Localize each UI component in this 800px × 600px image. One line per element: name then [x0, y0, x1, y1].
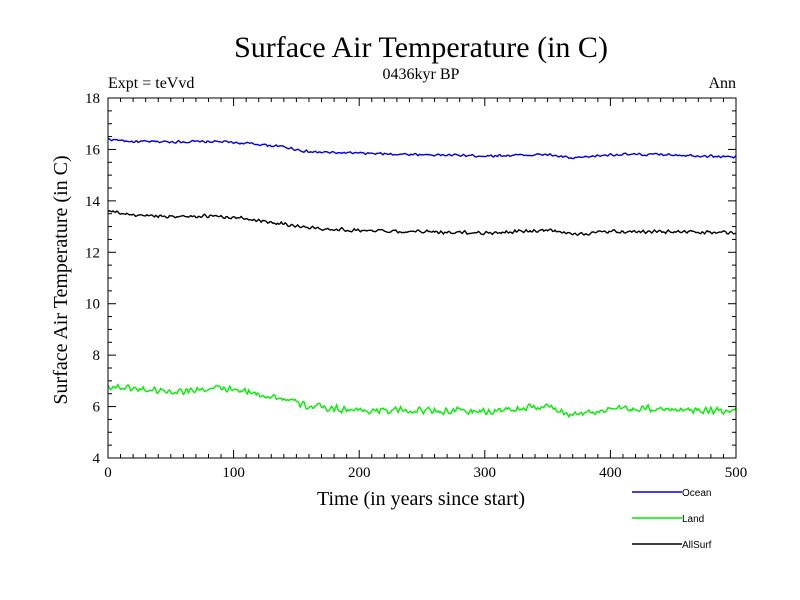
experiment-label: Expt = teVvd — [108, 75, 194, 92]
x-tick-label: 300 — [474, 465, 497, 481]
axis-ticks: 0 100 200 300 400 500 4 6 8 10 12 14 16 18 — [85, 91, 747, 481]
y-tick-label: 4 — [93, 451, 101, 467]
y-tick-label: 12 — [85, 245, 100, 261]
legend-label-ocean: Ocean — [682, 488, 711, 499]
chart-subtitle: 0436kyr BP — [383, 66, 460, 83]
period-label: Ann — [708, 75, 736, 92]
legend-label-land: Land — [682, 514, 704, 525]
y-axis-label: Surface Air Temperature (in C) — [50, 155, 72, 404]
legend-label-allsurf: AllSurf — [682, 540, 712, 551]
y-tick-label: 10 — [85, 297, 100, 313]
series-line-ocean — [107, 138, 737, 160]
x-tick-label: 200 — [348, 465, 371, 481]
x-tick-label: 500 — [725, 465, 748, 481]
series-line-land — [107, 383, 737, 419]
x-tick-label: 100 — [222, 465, 245, 481]
plot-frame — [107, 97, 737, 459]
y-tick-label: 8 — [93, 348, 101, 364]
series-line-allsurf — [107, 210, 737, 237]
x-tick-label: 400 — [599, 465, 622, 481]
y-tick-label: 16 — [85, 142, 101, 158]
y-tick-label: 6 — [93, 400, 101, 416]
chart-title: Surface Air Temperature (in C) — [234, 31, 608, 64]
x-tick-label: 0 — [104, 465, 112, 481]
series-lines — [107, 138, 737, 419]
legend: Ocean Land AllSurf — [632, 488, 712, 551]
y-tick-label: 14 — [85, 194, 101, 210]
x-axis-label: Time (in years since start) — [317, 488, 525, 510]
y-tick-label: 18 — [85, 91, 100, 107]
